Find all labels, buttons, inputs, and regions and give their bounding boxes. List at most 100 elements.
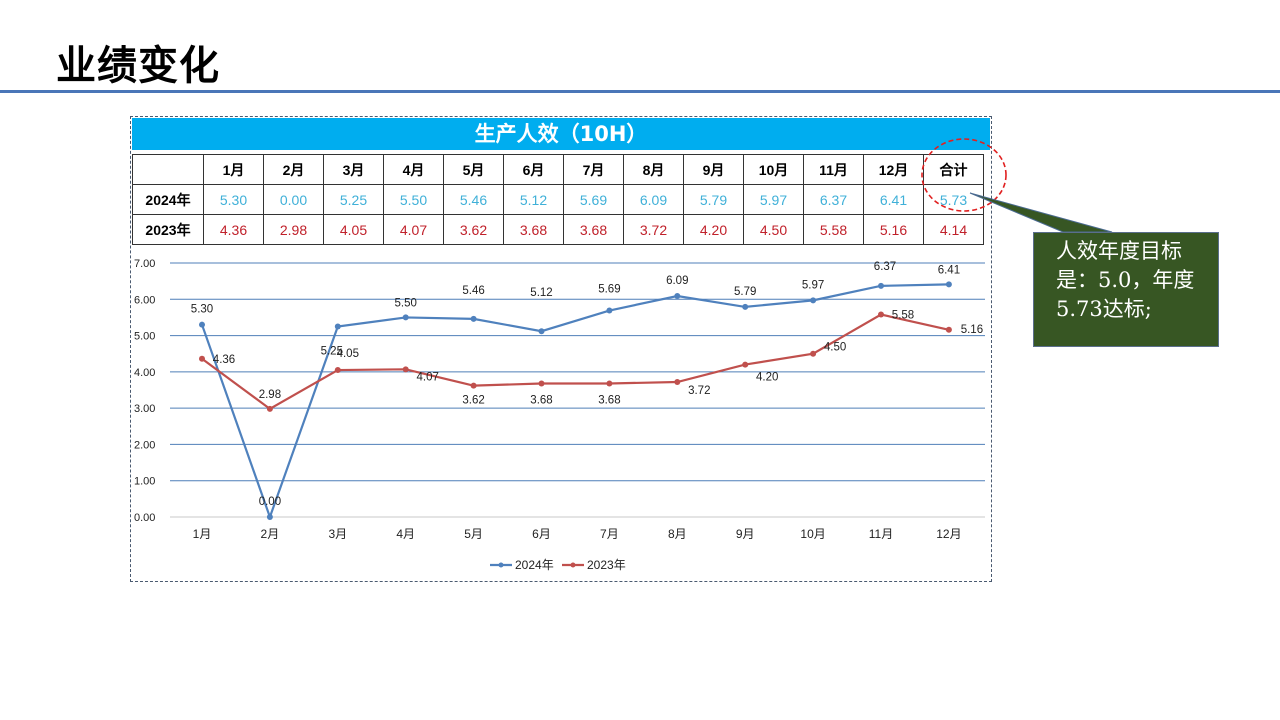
table-cell: 4.20 [683, 214, 744, 245]
data-label: 5.30 [191, 304, 213, 316]
legend-marker [498, 562, 504, 568]
data-label: 6.09 [666, 275, 688, 287]
data-point [538, 380, 545, 387]
data-label: 5.79 [734, 286, 756, 298]
data-point [538, 328, 545, 335]
x-tick-label: 7月 [600, 527, 619, 541]
data-point [945, 281, 952, 288]
table-header-cell: 7月 [563, 154, 624, 185]
table-cell: 5.12 [503, 184, 564, 215]
data-label: 3.68 [530, 394, 552, 406]
y-tick-label: 6.00 [134, 294, 155, 306]
table-cell: 4.36 [203, 214, 264, 245]
table-cell: 5.69 [563, 184, 624, 215]
table-cell: 5.58 [803, 214, 864, 245]
data-label: 5.58 [892, 310, 914, 322]
table-header-cell: 3月 [323, 154, 384, 185]
table-header-cell: 8月 [623, 154, 684, 185]
y-tick-label: 7.00 [134, 258, 155, 270]
table-cell: 3.62 [443, 214, 504, 245]
y-tick-label: 0.00 [134, 512, 155, 524]
y-tick-label: 1.00 [134, 476, 155, 488]
x-tick-label: 6月 [532, 527, 551, 541]
row-label: 2024年 [132, 184, 204, 215]
table-cell: 3.72 [623, 214, 684, 245]
table-header-cell: 1月 [203, 154, 264, 185]
data-label: 5.46 [462, 285, 484, 297]
table-header-row: 1月 2月 3月 4月 5月 6月 7月 8月 9月 10月 11月 12月 合… [132, 154, 984, 185]
data-point [674, 379, 681, 386]
data-label: 5.50 [395, 297, 417, 309]
table-cell: 0.00 [263, 184, 324, 215]
table-cell: 5.50 [383, 184, 444, 215]
data-label: 3.68 [598, 394, 620, 406]
data-point [810, 350, 817, 357]
data-label: 4.20 [756, 372, 778, 384]
table-cell: 5.30 [203, 184, 264, 215]
data-table: 1月 2月 3月 4月 5月 6月 7月 8月 9月 10月 11月 12月 合… [132, 154, 984, 245]
title-divider [0, 90, 1280, 93]
data-label: 5.25 [321, 346, 343, 358]
x-tick-label: 3月 [328, 527, 347, 541]
x-tick-label: 1月 [193, 527, 212, 541]
legend-marker [570, 562, 576, 568]
data-label: 6.41 [938, 264, 960, 276]
table-cell-total: 4.14 [923, 214, 984, 245]
x-tick-label: 12月 [936, 527, 961, 541]
data-label: 5.12 [530, 287, 552, 299]
data-label: 4.50 [824, 342, 846, 354]
table-cell: 4.05 [323, 214, 384, 245]
data-point [878, 311, 884, 318]
data-label: 3.62 [462, 395, 484, 407]
table-banner: 生产人效（10H） [132, 118, 990, 150]
data-point [266, 405, 273, 412]
data-label: 5.97 [802, 279, 824, 291]
data-point [334, 367, 341, 374]
x-tick-label: 9月 [736, 527, 755, 541]
table-header-cell: 5月 [443, 154, 504, 185]
data-point [470, 382, 477, 389]
y-tick-label: 2.00 [134, 439, 155, 451]
x-tick-label: 11月 [869, 527, 893, 541]
highlight-circle [921, 138, 1007, 212]
data-label: 4.07 [417, 371, 439, 383]
legend-label: 2023年 [587, 558, 626, 572]
table-cell: 6.37 [803, 184, 864, 215]
x-tick-label: 2月 [261, 527, 280, 541]
x-tick-label: 8月 [668, 527, 687, 541]
data-point [878, 282, 884, 289]
callout-pointer [969, 192, 1113, 233]
data-point [334, 323, 341, 330]
data-label: 4.36 [213, 354, 235, 366]
data-point [674, 293, 681, 300]
x-tick-label: 4月 [396, 527, 415, 541]
data-point [266, 514, 273, 520]
table-header-cell: 11月 [803, 154, 864, 185]
data-point [402, 366, 409, 373]
target-callout: 人效年度目标是：5.0，年度5.73达标; [1033, 232, 1219, 347]
data-point [470, 315, 477, 322]
table-cell: 2.98 [263, 214, 324, 245]
table-cell: 5.16 [863, 214, 924, 245]
y-tick-label: 3.00 [134, 403, 155, 415]
table-cell: 6.41 [863, 184, 924, 215]
data-label: 3.72 [688, 385, 710, 397]
y-tick-label: 5.00 [134, 331, 155, 343]
data-point [199, 321, 205, 328]
table-row: 2024年 5.30 0.00 5.25 5.50 5.46 5.12 5.69… [132, 184, 984, 215]
table-header-cell: 12月 [863, 154, 924, 185]
data-point [742, 361, 749, 368]
table-row: 2023年 4.36 2.98 4.05 4.07 3.62 3.68 3.68… [132, 214, 984, 245]
table-header-cell: 10月 [743, 154, 804, 185]
data-point [810, 297, 817, 304]
series-line-2024年 [200, 283, 949, 521]
table-cell: 4.07 [383, 214, 444, 245]
data-label: 5.69 [598, 284, 620, 296]
data-point [402, 314, 409, 321]
data-label: 0.00 [259, 496, 281, 508]
legend-label: 2024年 [515, 558, 554, 572]
data-point [199, 355, 205, 362]
data-label: 4.05 [337, 348, 359, 360]
table-cell: 3.68 [563, 214, 624, 245]
